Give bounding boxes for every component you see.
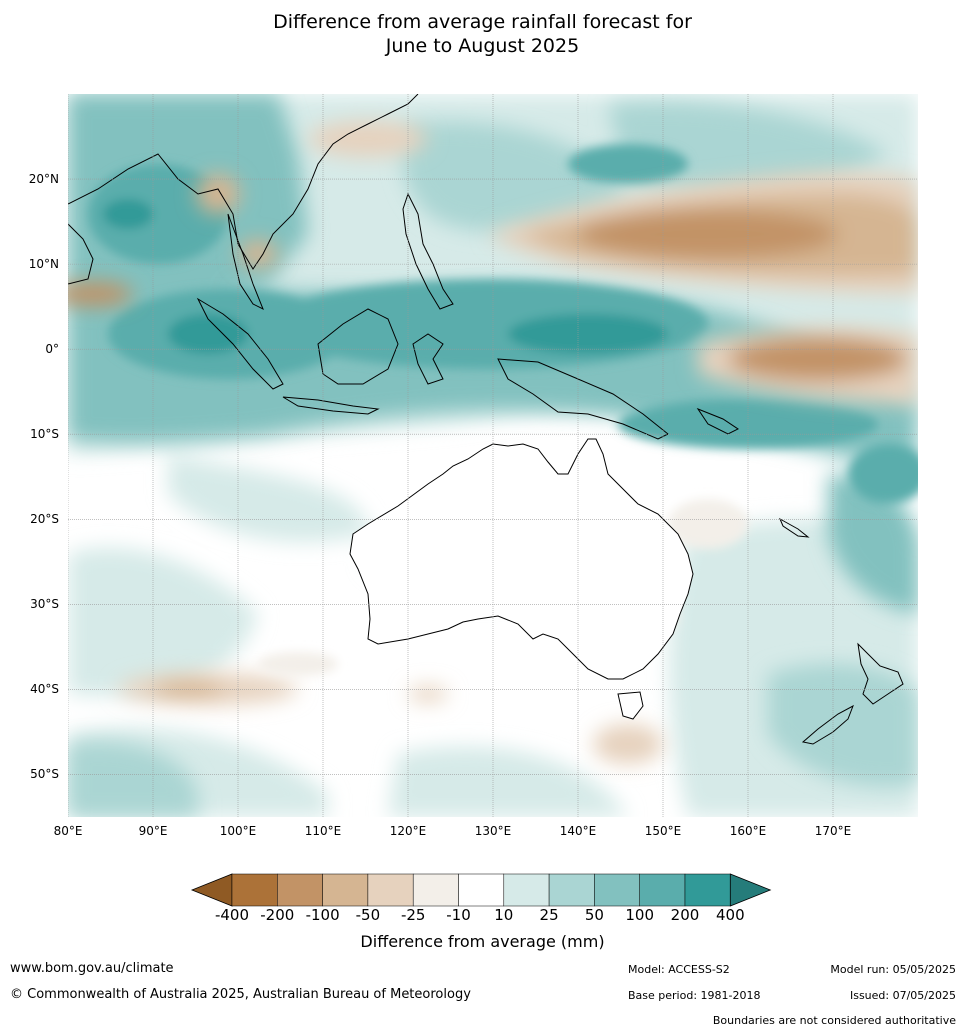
- rainfall-map[interactable]: [68, 94, 918, 817]
- mainland-asia-coastline: [68, 94, 419, 270]
- colorbar-cell: [684, 873, 731, 907]
- longitude-label: 160°E: [729, 824, 767, 838]
- java-coastline: [282, 396, 380, 415]
- colorbar-min-arrow: [190, 873, 233, 907]
- colorbar-tick-label: -100: [305, 906, 340, 924]
- colorbar-tick-label: -10: [446, 906, 471, 924]
- borneo-coastline: [317, 308, 399, 385]
- longitude-label: 130°E: [474, 824, 512, 838]
- latitude-label: 20°N: [28, 172, 59, 187]
- copyright-text: © Commonwealth of Australia 2025, Austra…: [10, 987, 471, 1002]
- colorbar-cell: [231, 873, 278, 907]
- longitude-label: 110°E: [304, 824, 342, 838]
- colorbar-cell: [277, 873, 323, 907]
- tasmania-coastline: [617, 691, 644, 720]
- graticule: [68, 94, 918, 817]
- base-period-text: Base period: 1981-2018: [628, 989, 761, 1002]
- colorbar-cell: [503, 873, 550, 907]
- colorbar-cell: [639, 873, 686, 907]
- colorbar[interactable]: [190, 872, 776, 908]
- new-caledonia-coastline: [778, 517, 810, 538]
- latitude-label: 0°: [45, 342, 59, 357]
- colorbar-tick-label: 400: [715, 906, 745, 924]
- longitude-label: 80°E: [53, 824, 83, 838]
- australia-coastline: [349, 438, 694, 680]
- solomon-islands-coastline: [696, 407, 739, 435]
- malay-peninsula-coastline: [227, 213, 264, 311]
- colorbar-cell: [458, 873, 505, 907]
- sulawesi-coastline: [412, 333, 444, 385]
- colorbar-tick-label: 100: [625, 906, 655, 924]
- latitude-label: 20°S: [30, 512, 59, 527]
- anomaly-strong-teal: [88, 144, 918, 504]
- colorbar-cell: [412, 873, 459, 907]
- disclaimer-text: Boundaries are not considered authoritat…: [712, 1014, 956, 1027]
- colorbar-tick-label: 200: [670, 906, 700, 924]
- colorbar-cell: [594, 873, 640, 907]
- latitude-label: 10°N: [28, 257, 59, 272]
- latitude-label: 40°S: [30, 682, 59, 697]
- latitude-label: 10°S: [30, 427, 59, 442]
- colorbar-max-arrow: [729, 873, 772, 907]
- new-zealand-coastline: [857, 642, 904, 705]
- longitude-label: 170°E: [814, 824, 852, 838]
- title-line-1: Difference from average rainfall forecas…: [273, 11, 692, 33]
- sumatra-coastline: [196, 297, 284, 390]
- colorbar-cell: [322, 873, 369, 907]
- colorbar-tick-label: 25: [539, 906, 559, 924]
- colorbar-tick-label: -25: [400, 906, 426, 924]
- longitude-label: 120°E: [389, 824, 427, 838]
- india-coastline: [68, 223, 94, 285]
- longitude-label: 100°E: [219, 824, 257, 838]
- colorbar-tick-label: -400: [214, 906, 250, 924]
- colorbar-cell: [367, 873, 414, 907]
- colorbar-tick-label: 50: [584, 906, 604, 924]
- latitude-label: 50°S: [30, 767, 59, 782]
- colorbar-cell: [548, 873, 595, 907]
- colorbar-tick-label: 10: [494, 906, 514, 924]
- issued-text: Issued: 07/05/2025: [849, 989, 956, 1002]
- model-run-text: Model run: 05/05/2025: [830, 963, 956, 976]
- longitude-label: 90°E: [138, 824, 168, 838]
- website-link[interactable]: www.bom.gov.au/climate: [10, 961, 174, 976]
- longitude-label: 150°E: [644, 824, 682, 838]
- latitude-label: 30°S: [30, 597, 59, 612]
- model-text: Model: ACCESS-S2: [628, 963, 730, 976]
- chart-title: Difference from average rainfall forecas…: [0, 10, 965, 58]
- colorbar-tick-label: -200: [260, 906, 295, 924]
- anomaly-brown: [68, 121, 918, 764]
- longitude-label: 140°E: [559, 824, 597, 838]
- philippines-coastline: [402, 192, 454, 310]
- colorbar-title: Difference from average (mm): [360, 932, 605, 951]
- colorbar-tick-label: -50: [355, 906, 381, 924]
- title-line-2: June to August 2025: [385, 35, 580, 57]
- new-zealand-south-coastline: [801, 704, 854, 745]
